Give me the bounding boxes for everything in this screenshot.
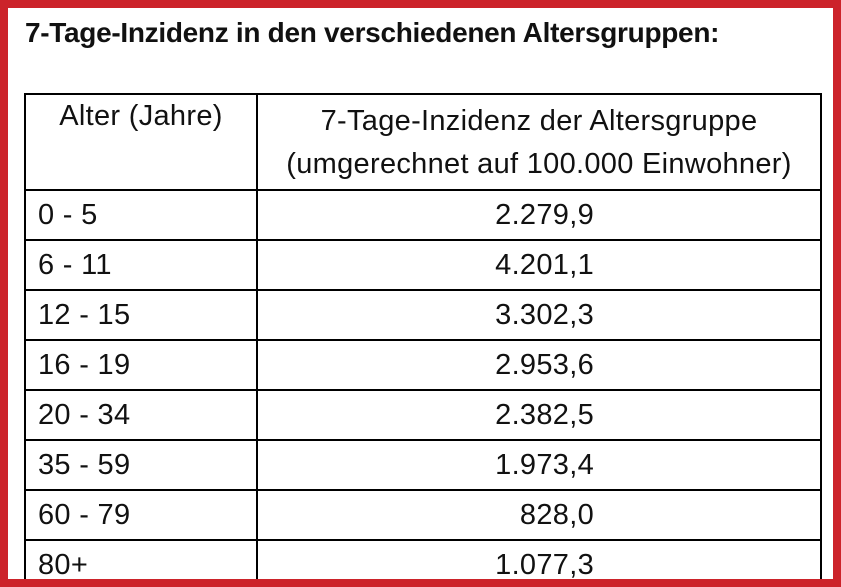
incidence-cell: 2.279,9 <box>256 189 822 241</box>
age-cell: 20 - 34 <box>24 389 258 441</box>
incidence-cell: 2.953,6 <box>256 339 822 391</box>
table-row: 80+ 1.077,3 <box>24 539 822 579</box>
table-row: 60 - 79 828,0 <box>24 489 822 541</box>
age-cell: 60 - 79 <box>24 489 258 541</box>
column-header-incidence: 7-Tage-Inzidenz der Altersgruppe (umgere… <box>256 93 822 191</box>
column-header-incidence-line2: (umgerechnet auf 100.000 Einwohner) <box>286 148 792 180</box>
table-row: 20 - 34 2.382,5 <box>24 389 822 441</box>
table-row: 6 - 11 4.201,1 <box>24 239 822 291</box>
column-header-age: Alter (Jahre) <box>24 93 258 191</box>
age-cell: 0 - 5 <box>24 189 258 241</box>
incidence-cell: 4.201,1 <box>256 239 822 291</box>
age-cell: 35 - 59 <box>24 439 258 491</box>
incidence-table: Alter (Jahre) 7-Tage-Inzidenz der Alters… <box>24 93 822 579</box>
age-cell: 80+ <box>24 539 258 579</box>
incidence-cell: 2.382,5 <box>256 389 822 441</box>
incidence-cell: 3.302,3 <box>256 289 822 341</box>
age-cell: 12 - 15 <box>24 289 258 341</box>
age-cell: 6 - 11 <box>24 239 258 291</box>
incidence-cell: 1.973,4 <box>256 439 822 491</box>
table-row: 35 - 59 1.973,4 <box>24 439 822 491</box>
incidence-cell: 1.077,3 <box>256 539 822 579</box>
table-header-row: Alter (Jahre) 7-Tage-Inzidenz der Alters… <box>24 93 822 191</box>
table-row: 12 - 15 3.302,3 <box>24 289 822 341</box>
age-cell: 16 - 19 <box>24 339 258 391</box>
page-title: 7-Tage-Inzidenz in den verschiedenen Alt… <box>25 17 720 48</box>
incidence-cell: 828,0 <box>256 489 822 541</box>
column-header-incidence-line1: 7-Tage-Inzidenz der Altersgruppe <box>320 105 758 137</box>
table-row: 16 - 19 2.953,6 <box>24 339 822 391</box>
table-row: 0 - 5 2.279,9 <box>24 189 822 241</box>
